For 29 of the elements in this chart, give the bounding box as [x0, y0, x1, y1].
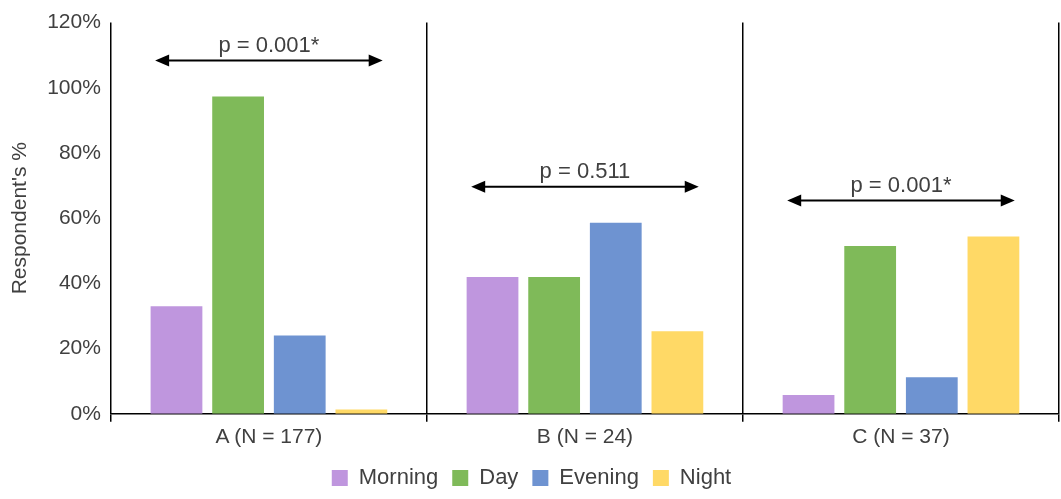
y-tick-label: 60%: [58, 205, 101, 228]
y-tick-label: 120%: [47, 9, 101, 33]
annotation: p = 0.511: [539, 157, 631, 183]
bar: [651, 331, 704, 414]
legend-label: Evening: [559, 464, 639, 490]
x-tick-label: C (N = 37): [852, 424, 950, 448]
legend-label: Night: [679, 464, 732, 490]
y-tick-label: 100%: [47, 74, 101, 98]
y-tick-label: 80%: [58, 139, 101, 163]
y-tick-label: 0%: [70, 400, 101, 424]
bar: [273, 335, 326, 414]
legend-label: Day: [479, 464, 519, 490]
annotation: p = 0.001*: [850, 171, 952, 197]
y-tick-label: 20%: [58, 335, 101, 359]
bar: [212, 96, 264, 414]
bar: [589, 222, 642, 414]
y-tick-label: 40%: [58, 270, 101, 294]
x-tick-label: B (N = 24): [536, 424, 634, 448]
annotation: p = 0.001*: [218, 31, 320, 57]
y-axis-title: Respondent's %: [7, 142, 31, 295]
bar: [905, 377, 958, 414]
bar: [844, 245, 897, 414]
bar: [150, 306, 203, 414]
bar: [967, 236, 1020, 414]
bar: [528, 276, 581, 414]
x-tick-label: A (N = 177): [215, 424, 323, 448]
bar: [466, 276, 519, 414]
bar: [782, 394, 835, 414]
legend-label: Morning: [358, 464, 439, 490]
